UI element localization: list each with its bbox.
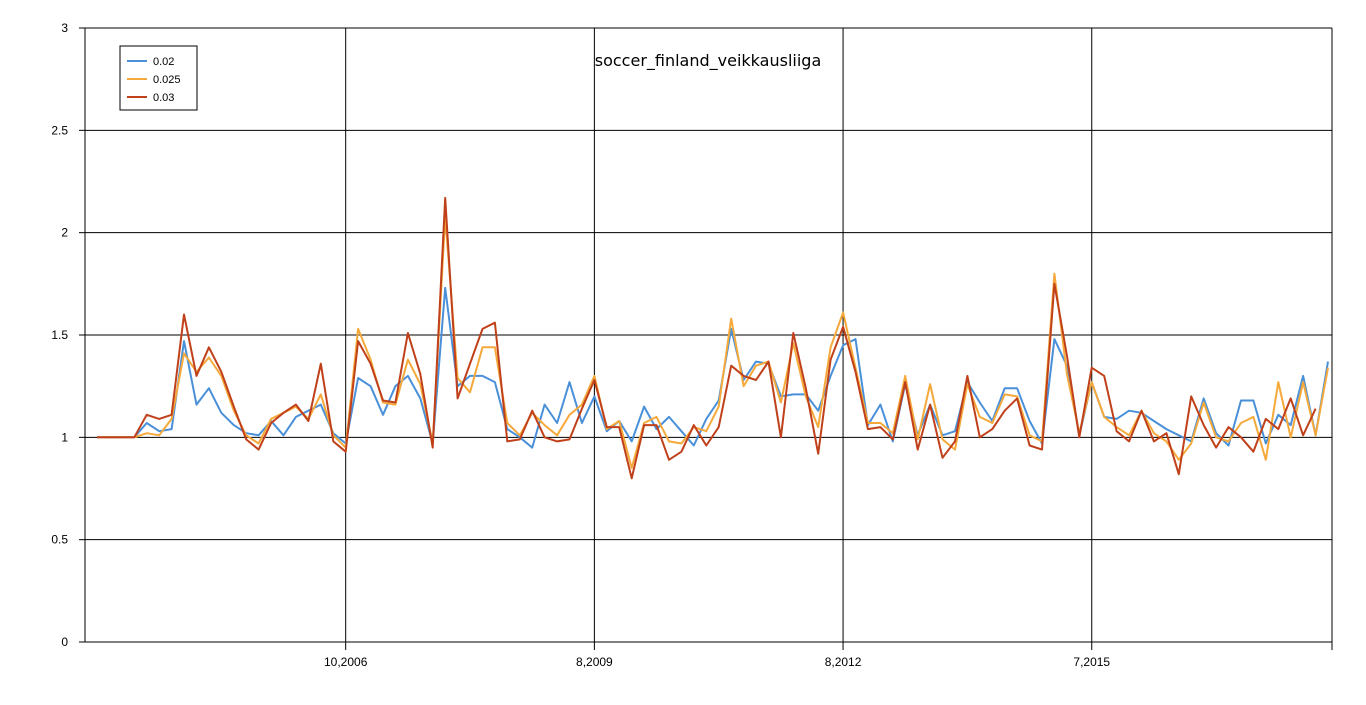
series-lines	[97, 196, 1329, 480]
legend-items: 0.02 0.025 0.03	[127, 56, 181, 104]
y-tick-label: 3	[61, 21, 68, 35]
chart-title: soccer_finland_veikkausliiga	[595, 51, 822, 71]
x-tick-label: 7,2015	[1073, 655, 1110, 669]
series-line-0.02	[97, 286, 1329, 449]
y-tick-labels: 0 0.5 1 1.5 2 2.5 3	[51, 21, 68, 649]
x-tick-label: 8,2012	[825, 655, 862, 669]
series-line-0.025	[97, 215, 1329, 469]
x-tick-label: 10,2006	[324, 655, 368, 669]
x-tick-labels: 10,2006 8,2009 8,2012 7,2015	[324, 655, 1110, 669]
y-tick-label: 0.5	[51, 533, 68, 547]
axes	[84, 28, 1332, 643]
legend-label: 0.02	[153, 56, 174, 68]
y-tick-label: 1	[61, 430, 68, 444]
x-tick-label: 8,2009	[576, 655, 613, 669]
series-line-0.03	[97, 196, 1317, 480]
legend-label: 0.025	[153, 74, 181, 86]
y-tick-label: 2.5	[51, 123, 68, 137]
y-tick-label: 2	[61, 226, 68, 240]
y-tick-label: 0	[61, 635, 68, 649]
y-tick-label: 1.5	[51, 328, 68, 342]
legend-label: 0.03	[153, 92, 174, 104]
grid	[79, 27, 1333, 650]
legend: 0.02 0.025 0.03	[119, 45, 198, 111]
